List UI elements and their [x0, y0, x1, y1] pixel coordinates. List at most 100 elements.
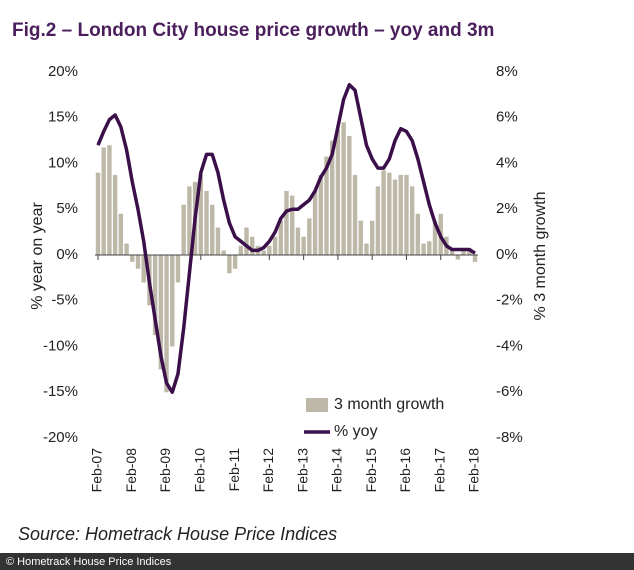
y2-tick-label: -8%	[496, 429, 523, 446]
x-tick-label: Feb-13	[294, 448, 310, 493]
legend-label: 3 month growth	[334, 396, 444, 413]
bar	[198, 174, 204, 255]
bar	[170, 255, 175, 347]
bar	[152, 255, 158, 336]
bar	[352, 174, 358, 255]
bar	[130, 255, 135, 262]
bar	[381, 170, 386, 255]
x-tick-label: Feb-14	[329, 448, 345, 493]
bar	[347, 136, 352, 255]
line	[96, 83, 476, 394]
x-tick-label: Feb-07	[89, 448, 105, 493]
bar	[461, 250, 466, 255]
y-tick-label: 15%	[48, 109, 78, 126]
bar	[341, 122, 346, 255]
credit: © Hometrack House Price Indices	[6, 556, 172, 568]
bar	[272, 236, 278, 255]
legend-swatch	[306, 398, 328, 412]
bar	[124, 243, 129, 255]
bar	[318, 174, 323, 255]
bar	[204, 190, 209, 255]
bar	[324, 156, 329, 255]
bar	[261, 250, 266, 255]
y-tick-label: 20%	[48, 63, 78, 80]
bar	[398, 174, 403, 255]
x-tick-label: Feb-18	[466, 448, 482, 493]
y2-tick-label: 8%	[496, 63, 518, 80]
bar	[290, 195, 295, 255]
y2-tick-label: 0%	[496, 246, 518, 263]
y2-tick-label: 6%	[496, 109, 518, 126]
bar	[215, 227, 221, 255]
bar	[232, 255, 238, 269]
bar	[135, 255, 141, 269]
bar	[112, 174, 118, 255]
chart-title: Fig.2 – London City house price growth –…	[12, 20, 494, 41]
bar	[301, 236, 306, 255]
bar	[244, 227, 249, 255]
y-tick-label: -15%	[43, 383, 78, 400]
bar	[421, 243, 426, 255]
x-tick-label: Feb-16	[397, 448, 413, 493]
y2-tick-label: -6%	[496, 383, 523, 400]
y2-tick-label: 2%	[496, 200, 518, 217]
bar	[278, 220, 283, 255]
bar	[312, 190, 318, 255]
bar	[415, 213, 421, 255]
y2-axis-label: % 3 month growth	[532, 192, 549, 321]
bar	[101, 147, 106, 255]
bar	[455, 255, 461, 260]
y2-tick-label: -4%	[496, 337, 523, 354]
x-tick-label: Feb-12	[260, 448, 276, 493]
bar	[164, 255, 169, 393]
bar	[210, 204, 215, 255]
y-tick-label: 0%	[56, 246, 78, 263]
bar	[238, 245, 244, 255]
bar	[392, 179, 398, 255]
y2-tick-label: 4%	[496, 154, 518, 171]
bar	[227, 255, 232, 274]
bar	[175, 255, 181, 283]
bar	[250, 236, 255, 255]
x-tick-label: Feb-17	[431, 448, 447, 493]
bar	[284, 190, 289, 255]
bar	[307, 218, 312, 255]
bar	[369, 220, 375, 255]
bar	[432, 220, 438, 255]
bar	[329, 140, 335, 255]
y-tick-label: 10%	[48, 154, 78, 171]
x-tick-label: Feb-09	[157, 448, 173, 493]
bar	[187, 186, 192, 255]
source: Source: Hometrack House Price Indices	[18, 524, 337, 544]
bar	[295, 227, 301, 255]
bar	[181, 204, 186, 255]
bar	[409, 186, 415, 255]
bar	[221, 250, 226, 255]
bar	[158, 255, 164, 370]
y-tick-label: -20%	[43, 429, 78, 446]
y-tick-label: 5%	[56, 200, 78, 217]
bar	[387, 172, 392, 255]
x-tick-label: Feb-11	[226, 448, 242, 492]
bar	[95, 172, 101, 255]
bar	[364, 243, 369, 255]
bar	[472, 255, 478, 262]
bar	[267, 245, 272, 255]
x-tick-label: Feb-15	[363, 448, 379, 493]
bar	[375, 186, 381, 255]
y-axis-label: % year on year	[29, 202, 46, 310]
x-tick-label: Feb-08	[123, 448, 139, 493]
y-tick-label: -5%	[51, 292, 78, 309]
y2-tick-label: -2%	[496, 292, 523, 309]
bar	[404, 174, 409, 255]
y-tick-label: -10%	[43, 337, 78, 354]
bar	[449, 248, 455, 255]
bar	[427, 241, 432, 255]
bar	[141, 255, 146, 283]
bar	[107, 145, 112, 255]
legend-label: % yoy	[334, 423, 378, 440]
bar	[358, 220, 363, 255]
x-tick-label: Feb-10	[192, 448, 208, 493]
bar	[335, 129, 341, 255]
